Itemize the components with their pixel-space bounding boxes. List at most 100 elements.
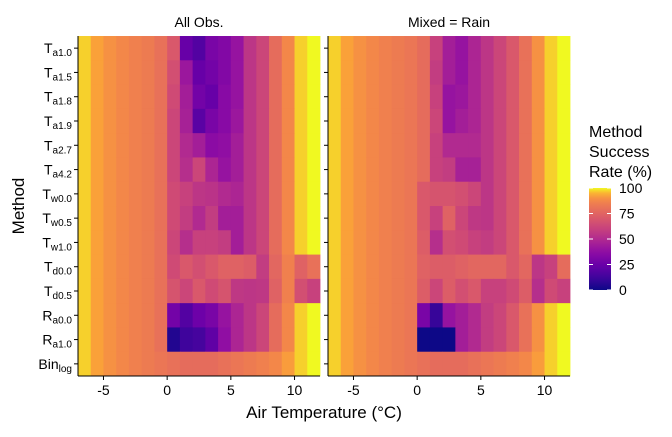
method-base: T	[42, 210, 51, 226]
heatmap-cell	[468, 327, 482, 353]
heatmap-cell	[269, 108, 283, 134]
heatmap-cell	[294, 327, 308, 353]
heatmap-cell	[281, 303, 295, 328]
heatmap-cell	[404, 157, 418, 183]
heatmap-cell	[269, 254, 283, 280]
heatmap-cell	[192, 60, 206, 85]
heatmap-cell	[442, 36, 456, 61]
heatmap-cell	[192, 303, 206, 328]
heatmap-cell	[353, 157, 367, 183]
heatmap-cell	[256, 254, 270, 280]
y-tick-label: Ta1.9	[44, 113, 72, 132]
heatmap-cell	[307, 278, 321, 304]
heatmap-cell	[328, 230, 342, 255]
heatmap-cell	[366, 36, 380, 61]
heatmap-cell	[90, 157, 104, 183]
x-tick-label: 0	[163, 382, 171, 398]
heatmap-cell	[103, 206, 117, 231]
heatmap-cell	[557, 230, 571, 255]
heatmap-cell	[243, 327, 257, 353]
heatmap-cell	[468, 206, 482, 231]
heatmap-cell	[281, 254, 295, 280]
heatmap-cell	[544, 327, 558, 353]
heatmap-cell	[340, 157, 354, 183]
heatmap-cell	[417, 278, 431, 304]
heatmap-cell	[340, 230, 354, 255]
heatmap-cell	[269, 206, 283, 231]
heatmap-cell	[167, 133, 181, 158]
heatmap-cell	[167, 351, 181, 377]
heatmap-cell	[116, 36, 130, 61]
heatmap-cell	[455, 157, 469, 183]
heatmap-cell	[192, 278, 206, 304]
heatmap-cell	[340, 60, 354, 85]
heatmap-cell	[531, 278, 545, 304]
heatmap-cell	[468, 60, 482, 85]
heatmap-cell	[154, 230, 168, 255]
heatmap-cell	[294, 254, 308, 280]
heatmap-cell	[281, 206, 295, 231]
heatmap-cell	[557, 181, 571, 207]
y-tick-label: Ta1.8	[44, 89, 72, 108]
heatmap-cell	[557, 133, 571, 158]
heatmap-cell	[154, 278, 168, 304]
heatmap-cell	[340, 327, 354, 353]
heatmap-cell	[192, 157, 206, 183]
heatmap-cell	[281, 133, 295, 158]
heatmap-cell	[480, 84, 494, 110]
y-axis-title: Method	[9, 178, 28, 235]
heatmap-cell	[417, 60, 431, 85]
method-base: Bin	[38, 356, 58, 372]
heatmap-cell	[116, 303, 130, 328]
heatmap-cell	[154, 254, 168, 280]
heatmap-cell	[429, 133, 444, 158]
heatmap-cell	[103, 303, 117, 328]
heatmap-cell	[468, 84, 482, 110]
heatmap-cell	[192, 230, 206, 255]
heatmap-cell	[154, 303, 168, 328]
heatmap-cell	[230, 303, 244, 328]
heatmap-cell	[391, 230, 405, 255]
heatmap-cell	[378, 303, 393, 328]
heatmap-cell	[281, 36, 295, 61]
heatmap-cell	[531, 36, 545, 61]
heatmap-cell	[328, 254, 342, 280]
heatmap-cell	[307, 230, 321, 255]
heatmap-cell	[506, 84, 520, 110]
heatmap-cell	[353, 254, 367, 280]
heatmap-cell	[128, 278, 143, 304]
heatmap-cell	[218, 206, 232, 231]
heatmap-cell	[307, 133, 321, 158]
heatmap-cell	[179, 351, 194, 377]
heatmap-cell	[404, 278, 418, 304]
heatmap-cell	[256, 303, 270, 328]
heatmap-cell	[218, 254, 232, 280]
heatmap-cell	[429, 278, 444, 304]
heatmap-cell	[493, 206, 507, 231]
method-subscript: a0.0	[53, 315, 73, 326]
heatmap-cell	[179, 181, 194, 207]
heatmap-cell	[294, 108, 308, 134]
heatmap-cell	[480, 60, 494, 85]
heatmap-cell	[128, 206, 143, 231]
heatmap-cell	[404, 133, 418, 158]
heatmap-cell	[90, 108, 104, 134]
heatmap-cell	[128, 327, 143, 353]
heatmap-cell	[429, 36, 444, 61]
heatmap-cell	[506, 303, 520, 328]
heatmap-cell	[391, 254, 405, 280]
heatmap-cell	[154, 327, 168, 353]
heatmap-cell	[544, 181, 558, 207]
heatmap-cell	[353, 60, 367, 85]
heatmap-cell	[103, 36, 117, 61]
heatmap-cell	[179, 230, 194, 255]
heatmap-cell	[519, 84, 533, 110]
heatmap-cell	[391, 133, 405, 158]
heatmap-cell	[455, 327, 469, 353]
heatmap-cell	[294, 351, 308, 377]
heatmap-cell	[230, 60, 244, 85]
heatmap-cell	[294, 206, 308, 231]
heatmap-cell	[154, 181, 168, 207]
heatmap-cell	[531, 60, 545, 85]
heatmap-cell	[404, 327, 418, 353]
